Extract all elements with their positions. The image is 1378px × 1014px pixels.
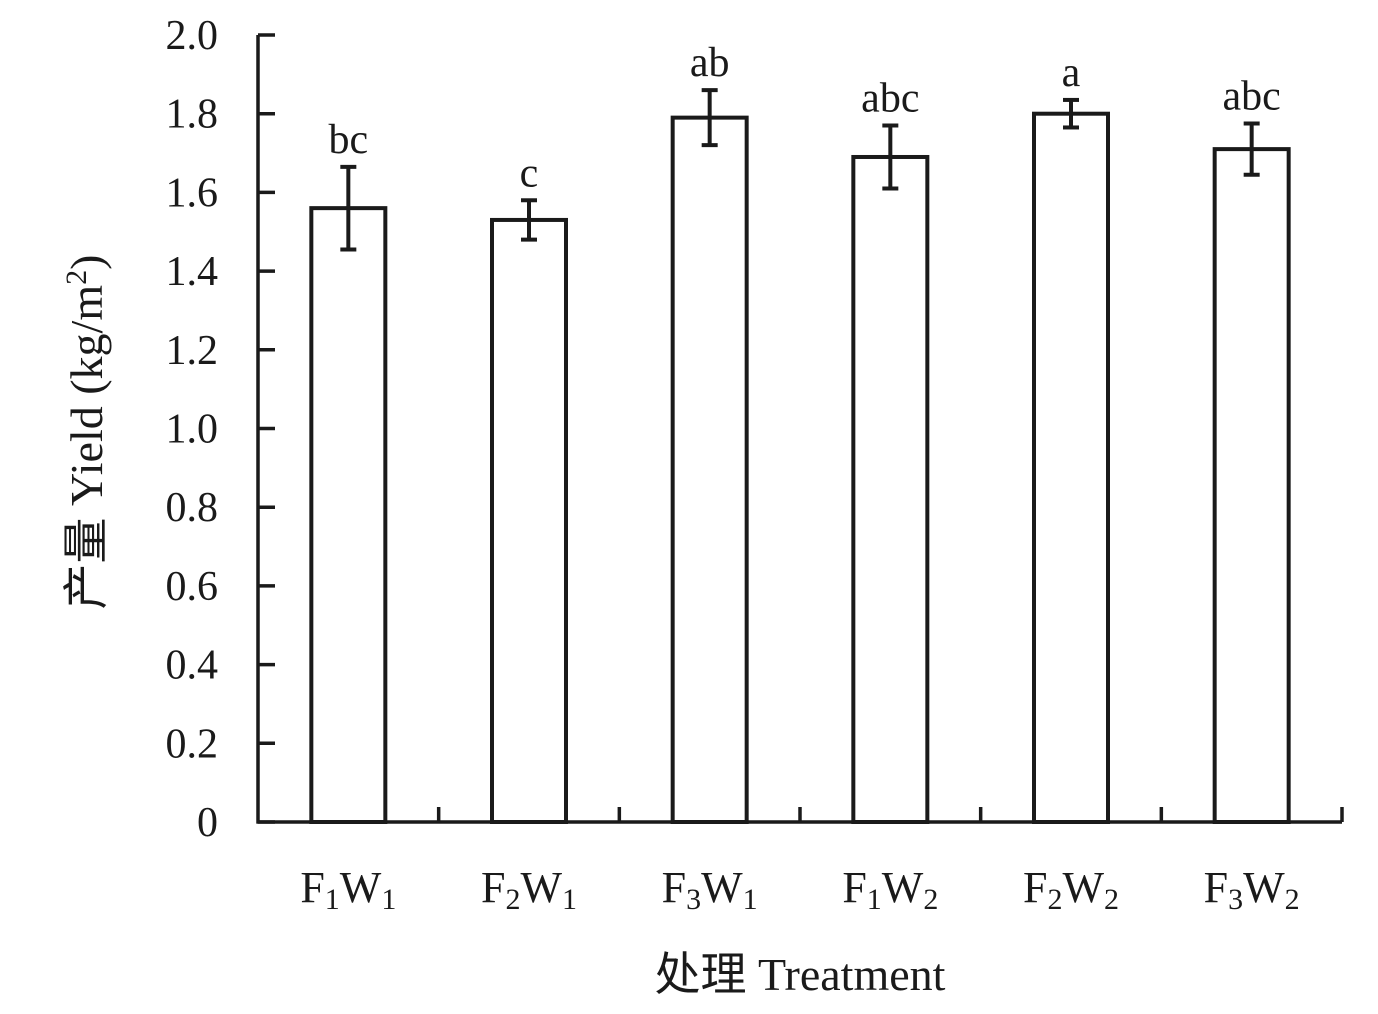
significance-label: bc	[329, 117, 369, 163]
axes: 0 0.2 0.4 0.6 0.8 1.0 1.2 1.4 1.6 1.8 2.0	[166, 13, 1344, 846]
y-tick-label: 1.4	[166, 249, 219, 295]
y-tick-label: 2.0	[166, 13, 219, 59]
bar	[490, 217, 568, 824]
bar	[670, 115, 749, 824]
significance-label: ab	[690, 40, 730, 86]
x-tick-label: F1W2	[842, 863, 938, 916]
y-axis-title: 产量 Yield (kg/m2)	[60, 255, 112, 610]
x-tick-label: F3W2	[1204, 863, 1300, 916]
y-tick-label: 1.6	[166, 170, 219, 216]
x-tick-label: F3W1	[662, 863, 758, 916]
bar	[851, 154, 930, 825]
labels: bc F1W1 c F2W1 ab F3W1 abc F1W2 a F2W2 abc F3W2 处理 T…	[60, 40, 1300, 1000]
bar	[1212, 147, 1291, 825]
significance-label: c	[520, 150, 539, 196]
x-tick-label: F1W1	[300, 863, 396, 916]
x-tick-label: F2W2	[1023, 863, 1119, 916]
y-tick-label: 0.8	[166, 485, 219, 531]
bars	[309, 88, 1291, 825]
y-tick-label: 1.0	[166, 407, 219, 453]
y-tick-label: 0.6	[166, 564, 219, 610]
y-tick-label: 1.2	[166, 328, 219, 374]
significance-label: abc	[861, 76, 919, 122]
y-tick-label: 0	[197, 800, 218, 846]
y-tick-label: 0.2	[166, 721, 219, 767]
x-axis-title: 处理 Treatment	[655, 949, 946, 1000]
significance-label: abc	[1223, 74, 1281, 120]
bar	[309, 206, 388, 824]
y-tick-label: 0.4	[166, 643, 219, 689]
bar	[1032, 111, 1110, 824]
y-tick-label: 1.8	[166, 92, 219, 138]
significance-label: a	[1062, 50, 1081, 96]
x-tick-label: F2W1	[481, 863, 577, 916]
